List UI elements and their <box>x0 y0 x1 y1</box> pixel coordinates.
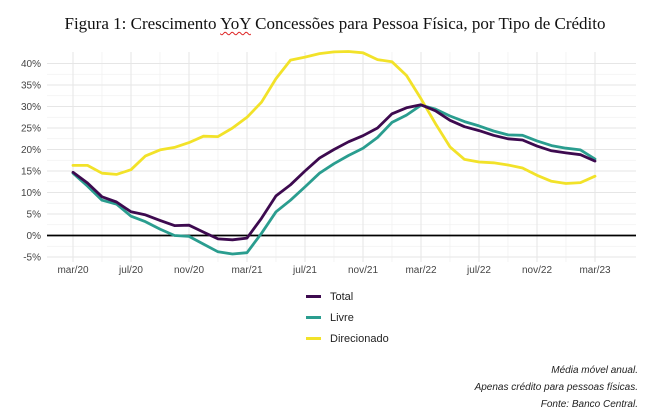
title-flagged-word: YoY <box>220 14 251 33</box>
x-tick-label: mar/23 <box>579 265 611 276</box>
grid-layer <box>47 52 636 262</box>
x-tick-label: mar/22 <box>405 265 437 276</box>
x-tick-label: nov/20 <box>174 265 204 276</box>
legend-label-direcionado: Direcionado <box>330 332 389 345</box>
title-suffix: Concessões para Pessoa Física, por Tipo … <box>250 14 606 33</box>
y-tick-label: 5% <box>27 210 42 221</box>
chart-notes: Média móvel anual. Apenas crédito para p… <box>475 362 638 413</box>
note-moving-average: Média móvel anual. <box>551 365 638 376</box>
y-tick-label: 25% <box>21 124 41 135</box>
series-line-total <box>71 103 597 242</box>
legend-swatch-direcionado <box>306 337 321 340</box>
y-tick-label: 15% <box>21 167 41 178</box>
y-tick-label: 40% <box>21 59 41 70</box>
note-scope: Apenas crédito para pessoas físicas. <box>474 382 638 393</box>
legend-label-livre: Livre <box>330 311 354 324</box>
x-tick-label: nov/21 <box>348 265 378 276</box>
legend-item-livre: Livre <box>306 307 389 328</box>
x-tick-label: jul/22 <box>466 265 491 276</box>
y-tick-label: 20% <box>21 145 41 156</box>
axis-layer: mar/20 jul/20 nov/20 mar/21 jul/21 nov/21 mar/… <box>21 59 636 276</box>
y-tick-label: 0% <box>27 231 42 242</box>
figure-title: Figura 1: Crescimento YoY Concessões par… <box>0 14 670 34</box>
legend-swatch-total <box>306 295 321 298</box>
x-tick-label: jul/21 <box>292 265 317 276</box>
legend-item-total: Total <box>306 286 389 307</box>
x-tick-label: mar/21 <box>231 265 263 276</box>
note-source: Fonte: Banco Central. <box>540 399 638 410</box>
y-tick-label: 30% <box>21 102 41 113</box>
x-tick-label: mar/20 <box>57 265 89 276</box>
x-tick-label: jul/20 <box>118 265 143 276</box>
series-line-livre <box>71 103 597 256</box>
y-tick-label: -5% <box>23 253 41 264</box>
y-tick-label: 10% <box>21 188 41 199</box>
legend-item-direcionado: Direcionado <box>306 328 389 349</box>
series-line-direcionado <box>71 50 597 185</box>
legend-label-total: Total <box>330 290 354 303</box>
legend: Total Livre Direcionado <box>306 286 389 349</box>
y-tick-label: 35% <box>21 81 41 92</box>
title-prefix: Figura 1: Crescimento <box>64 14 221 33</box>
series-layer <box>71 50 597 256</box>
x-tick-label: nov/22 <box>522 265 552 276</box>
legend-swatch-livre <box>306 316 321 319</box>
